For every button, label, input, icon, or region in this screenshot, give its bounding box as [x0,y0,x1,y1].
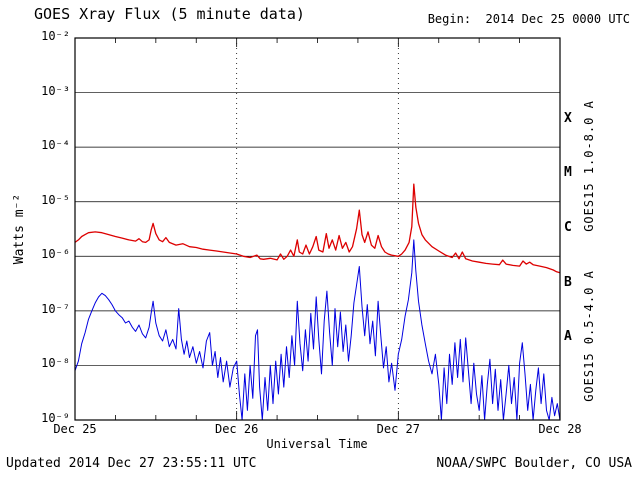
series-label-goes15-short: GOES15 0.5-4.0 A [582,270,596,402]
y-tick-label: 10⁻³ [41,83,70,98]
x-tick-label: Dec 26 [214,422,259,436]
series-line-long [74,183,561,274]
updated-timestamp: Updated 2014 Dec 27 23:55:11 UTC [6,456,257,471]
y-tick-label: 10⁻⁶ [41,247,70,262]
x-tick-label: Dec 25 [53,422,97,436]
y-tick-label: 10⁻⁷ [41,301,70,316]
x-axis-label: Universal Time [266,437,368,451]
flare-class-letter: M [564,165,572,181]
chart-title: GOES Xray Flux (5 minute data) [34,5,305,23]
flare-class-letter: B [564,274,572,290]
y-tick-label: 10⁻⁴ [41,138,70,153]
x-tick-label: Dec 28 [538,422,582,436]
y-tick-label: 10⁻⁵ [41,192,70,207]
series-line-short [74,239,561,421]
credit-label: NOAA/SWPC Boulder, CO USA [436,456,632,471]
flare-class-letter: A [564,329,572,345]
y-axis-label: Watts m⁻² [12,193,27,265]
y-tick-label: 10⁻² [41,29,70,43]
y-tick-label: 10⁻⁹ [41,411,70,425]
x-tick-label: Dec 27 [376,422,420,436]
y-tick-label: 10⁻⁸ [41,356,70,371]
plot-frame [74,37,561,421]
flare-class-letter: X [564,110,572,126]
flare-class-letter: C [564,220,572,235]
series-label-goes15-long: GOES15 1.0-8.0 A [582,100,596,232]
begin-time-label: Begin: 2014 Dec 25 0000 UTC [427,12,630,26]
